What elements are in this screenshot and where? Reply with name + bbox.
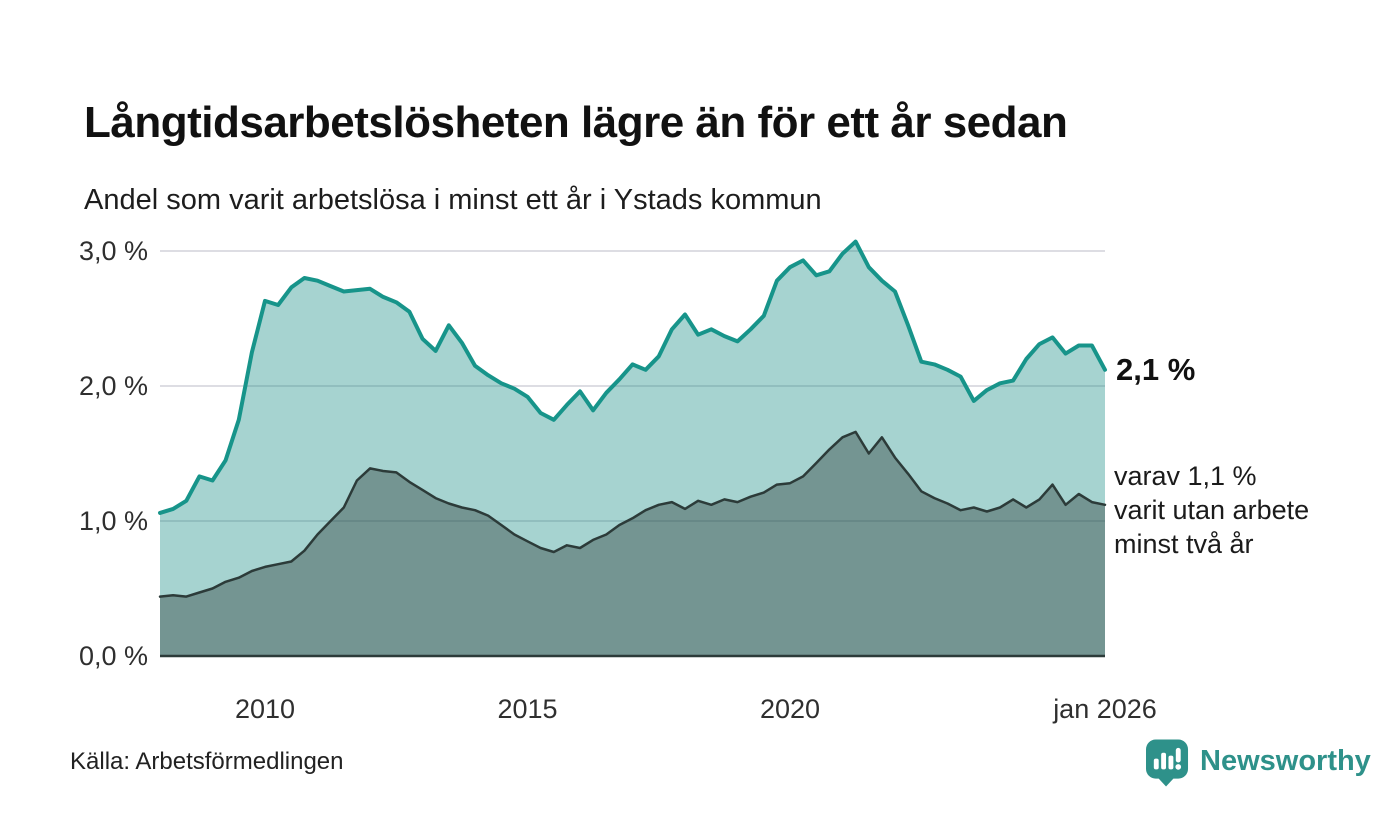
series-end-label-total: 2,1 % (1116, 352, 1196, 387)
page-subtitle: Andel som varit arbetslösa i minst ett å… (84, 184, 822, 216)
y-tick-label: 1,0 % (79, 506, 148, 536)
y-tick-label: 2,0 % (79, 371, 148, 401)
x-tick-label: 2020 (760, 694, 820, 724)
x-tick-label: 2015 (497, 694, 557, 724)
brand-wordmark: Newsworthy (1200, 745, 1371, 777)
area-total-long-term (160, 241, 1105, 656)
page-title: Långtidsarbetslösheten lägre än för ett … (84, 98, 1068, 148)
x-tick-label: 2010 (235, 694, 295, 724)
x-tick-label: jan 2026 (1052, 694, 1157, 724)
line-total-long-term (158, 239, 1107, 515)
source-note: Källa: Arbetsförmedlingen (70, 748, 344, 775)
series-end-label-subset: varav 1,1 % varit utan arbete minst två … (1114, 461, 1310, 559)
y-tick-label: 0,0 % (79, 641, 148, 671)
area-subset-two-years (160, 431, 1105, 656)
y-tick-label: 3,0 % (79, 236, 148, 266)
newsworthy-logo: Newsworthy (1146, 739, 1371, 787)
line-subset-two-years (158, 430, 1107, 598)
newsworthy-bubble-chart-icon (1146, 739, 1189, 787)
